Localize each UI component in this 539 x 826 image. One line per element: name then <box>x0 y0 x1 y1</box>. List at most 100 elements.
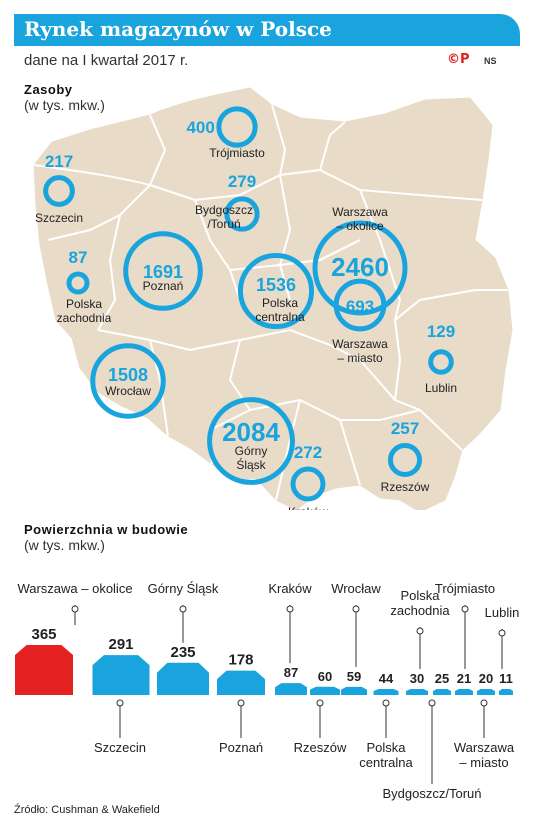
bubble-circle <box>290 466 326 502</box>
bar-leader-dot <box>179 605 187 613</box>
bar-0: 365 Warszawa – okolice <box>15 581 133 695</box>
bar-leader-dot <box>116 699 124 707</box>
bar-2: 235 Górny Śląsk <box>148 581 219 695</box>
bars-unit: (w tys. mkw.) <box>24 537 105 553</box>
bar-value: 30 <box>410 671 424 686</box>
bubble-label: zachodnia <box>57 311 112 325</box>
bar-shape <box>477 689 495 695</box>
bar-12: 11 Lublin <box>485 605 520 695</box>
bubble-circle <box>387 442 423 478</box>
bar-shape <box>217 670 265 695</box>
border-south-6 <box>340 408 463 451</box>
bar-value: 25 <box>435 671 449 686</box>
bar-shape <box>455 689 473 695</box>
border-mid-1 <box>47 184 151 241</box>
bubble-value: 1508 <box>108 365 148 385</box>
bubble-value: 1536 <box>256 275 296 295</box>
bar-leader-dot <box>286 605 294 613</box>
bubble-label: /Toruń <box>207 217 240 231</box>
border-mid-6 <box>359 189 402 321</box>
bubble-value: 400 <box>186 118 214 137</box>
bar-category: Lublin <box>485 605 520 620</box>
bar-value: 20 <box>479 671 493 686</box>
bubble-3: 2460 Warszawa – okolice <box>312 205 408 316</box>
bubble-11: 257 Rzeszów <box>381 419 430 494</box>
bubble-2: 279 Bydgoszcz/Toruń <box>195 172 260 232</box>
bubble-label: Warszawa <box>332 205 388 219</box>
bubble-circle <box>66 271 90 295</box>
bar-category: Kraków <box>268 581 312 596</box>
page-title: Rynek magazynów w Polsce <box>24 17 332 41</box>
source-note: Źródło: Cushman & Wakefield <box>14 804 160 816</box>
bar-1: 291 Szczecin <box>92 636 150 755</box>
bar-leader-dot <box>237 699 245 707</box>
bar-shape <box>341 686 367 695</box>
border-mid-4 <box>278 174 292 301</box>
border-mid-7 <box>394 289 508 321</box>
bar-category: Warszawa <box>454 740 515 755</box>
bar-5: 60 Rzeszów <box>294 669 347 755</box>
bar-11: 20 Warszawa– miasto <box>454 671 515 770</box>
bar-10: 21 Trójmiasto <box>435 581 495 695</box>
border-north-2 <box>149 114 167 186</box>
bar-layer: 365 Warszawa – okolice 291 Szczecin 235 Górny… <box>15 581 519 801</box>
bubble-label: Polska <box>262 296 298 310</box>
bubble-0: 400 Trójmiasto <box>186 106 265 160</box>
bubble-value: 129 <box>427 322 455 341</box>
title-bar: Rynek magazynów w Polsce <box>14 14 520 46</box>
bar-leader-dot <box>480 699 488 707</box>
bar-value: 235 <box>170 644 195 661</box>
bubble-value: 272 <box>294 443 322 462</box>
bar-category: centralna <box>359 755 413 770</box>
bar-value: 59 <box>347 669 361 684</box>
bubble-label: Szczecin <box>35 211 83 225</box>
border-north-5 <box>319 169 483 201</box>
bar-value: 11 <box>499 671 513 686</box>
bubble-12: 272 Kraków <box>288 443 328 510</box>
bubble-label: Śląsk <box>236 457 266 472</box>
bar-category: Trójmiasto <box>435 581 495 596</box>
bar-shape <box>157 662 209 695</box>
map-unit: (w tys. mkw.) <box>24 97 105 113</box>
bar-value: 60 <box>318 669 332 684</box>
bar-6: 59 Wrocław <box>331 581 381 695</box>
border-mid-8 <box>393 319 421 411</box>
bar-shape <box>92 655 150 695</box>
region-borders <box>33 104 508 501</box>
bubble-value: 1691 <box>143 262 183 282</box>
bubble-label: – okolice <box>336 219 384 233</box>
bubble-value: 87 <box>69 248 88 267</box>
border-south-1 <box>97 328 396 401</box>
bar-leader-dot <box>428 699 436 707</box>
bubble-value: 257 <box>391 419 419 438</box>
bubble-circle <box>237 252 315 330</box>
bubble-label: Wrocław <box>105 384 151 398</box>
bar-category: Poznań <box>219 740 263 755</box>
bubble-circle <box>312 220 408 316</box>
bubble-label: Poznań <box>143 279 184 293</box>
bubble-label: Trójmiasto <box>209 146 265 160</box>
bar-category: Bydgoszcz/Toruń <box>383 786 482 801</box>
bar-value: 178 <box>228 652 253 669</box>
bubble-value: 279 <box>228 172 256 191</box>
bubble-value: 693 <box>346 297 374 316</box>
bubble-label: Bydgoszcz <box>195 203 253 217</box>
bubble-circle <box>207 397 295 485</box>
bar-shape <box>499 689 513 695</box>
bar-value: 365 <box>31 626 56 643</box>
bar-category: Wrocław <box>331 581 381 596</box>
bubble-label: Górny <box>235 444 268 458</box>
bar-category: zachodnia <box>390 603 450 618</box>
bar-category: Górny Śląsk <box>148 581 219 596</box>
bubble-label: Polska <box>66 297 102 311</box>
bar-value: 87 <box>284 665 298 680</box>
bar-leader-dot <box>416 627 424 635</box>
bar-shape <box>373 688 399 695</box>
bubble-circle <box>428 349 454 375</box>
bar-value: 44 <box>379 671 394 686</box>
bar-value: 21 <box>457 671 471 686</box>
bar-3: 178 Poznań <box>217 652 265 755</box>
